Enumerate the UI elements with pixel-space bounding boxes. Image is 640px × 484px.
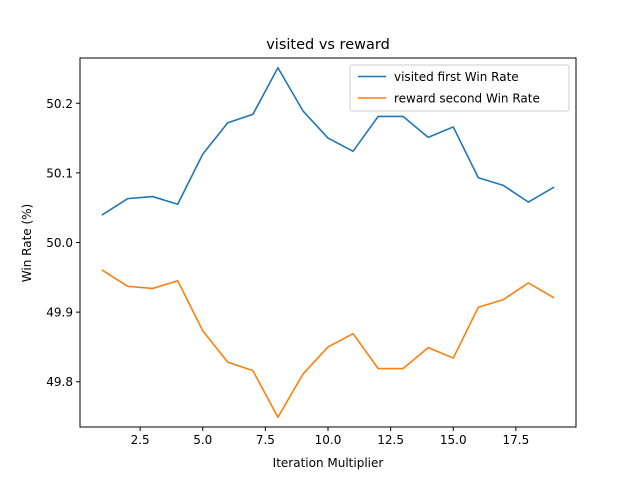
x-tick-label: 5.0 — [193, 433, 212, 447]
y-tick-label: 50.1 — [46, 166, 73, 180]
y-tick-label: 50.2 — [46, 97, 73, 111]
y-tick-label: 50.0 — [46, 236, 73, 250]
legend-label-2: reward second Win Rate — [394, 92, 540, 106]
y-tick-label: 49.8 — [46, 375, 73, 389]
x-tick-label: 17.5 — [503, 433, 530, 447]
y-axis: 49.8 49.9 50.0 50.1 50.2 — [46, 97, 80, 389]
x-axis-label: Iteration Multiplier — [273, 456, 384, 470]
chart-title: visited vs reward — [266, 37, 390, 53]
x-tick-label: 7.5 — [256, 433, 275, 447]
y-tick-label: 49.9 — [46, 306, 73, 320]
x-axis: 2.5 5.0 7.5 10.0 12.5 15.0 17.5 — [131, 427, 530, 447]
series-line-1 — [101, 66, 555, 216]
legend-box — [349, 64, 570, 112]
x-tick-label: 2.5 — [131, 433, 150, 447]
legend: visited first Win Rate reward second Win … — [349, 64, 570, 112]
x-tick-label: 12.5 — [377, 433, 404, 447]
y-axis-label: Win Rate (%) — [20, 204, 34, 282]
series-line-2 — [101, 269, 555, 419]
x-tick-label: 15.0 — [440, 433, 467, 447]
legend-label-1: visited first Win Rate — [394, 70, 519, 84]
series-lines — [101, 66, 555, 419]
x-tick-label: 10.0 — [315, 433, 342, 447]
